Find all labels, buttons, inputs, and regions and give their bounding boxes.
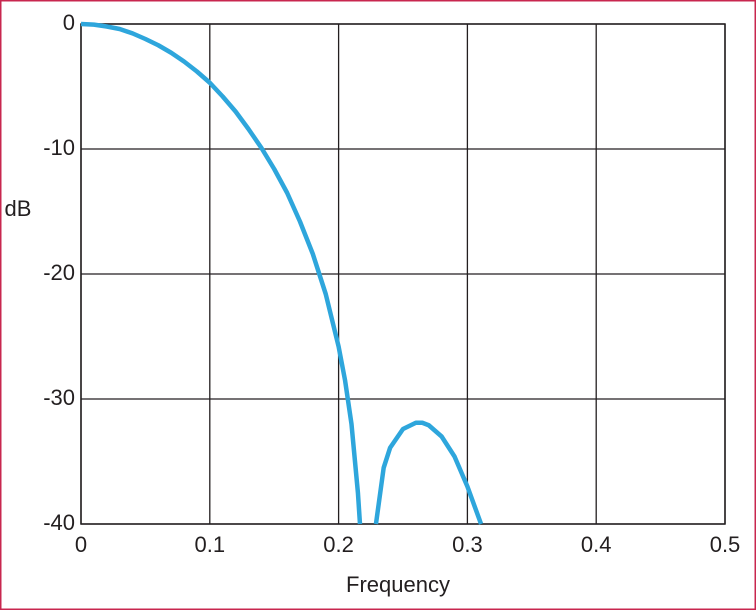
x-tick-label: 0.5 (710, 532, 741, 557)
x-tick-label: 0 (75, 532, 87, 557)
y-tick-label: -40 (43, 510, 75, 535)
y-tick-label: -10 (43, 135, 75, 160)
y-tick-label: 0 (63, 10, 75, 35)
x-tick-label: 0.4 (581, 532, 612, 557)
y-tick-label: -20 (43, 260, 75, 285)
x-tick-label: 0.3 (452, 532, 483, 557)
y-axis-label: dB (5, 196, 32, 221)
plot-border (80, 23, 726, 525)
y-tick-label: -30 (43, 385, 75, 410)
data-line (80, 21, 484, 525)
x-tick-label: 0.1 (195, 532, 226, 557)
x-axis-label: Frequency (346, 572, 450, 597)
x-tick-label: 0.2 (323, 532, 354, 557)
